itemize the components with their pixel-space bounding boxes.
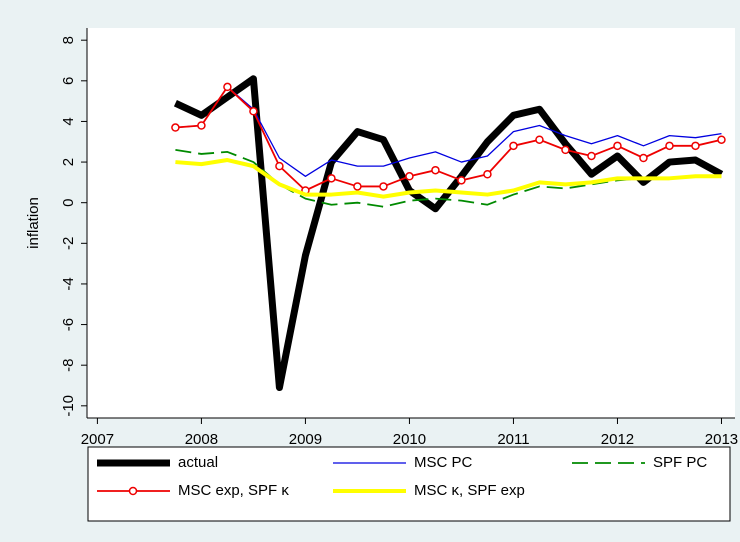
y-tick-label: 8 <box>60 36 77 44</box>
x-tick-label: 2011 <box>497 431 529 448</box>
series-marker <box>483 170 492 179</box>
legend-box <box>87 446 731 522</box>
series-line <box>175 86 722 177</box>
x-tick-label: 2007 <box>81 431 114 448</box>
legend-label: SPF PC <box>653 454 707 471</box>
series-marker <box>405 172 414 181</box>
y-tick-label: 0 <box>60 199 77 207</box>
series-line <box>175 158 722 199</box>
x-tick-label: 2013 <box>705 431 738 448</box>
series-marker <box>509 141 518 151</box>
series-marker <box>353 182 362 191</box>
legend-label: actual <box>178 454 218 471</box>
series-marker <box>665 141 674 151</box>
y-tick-label: -6 <box>60 318 77 331</box>
legend-label: MSC PC <box>414 454 473 471</box>
series-marker <box>197 121 206 130</box>
y-axis-label: inflation <box>25 197 42 249</box>
series-marker <box>223 82 232 92</box>
series-marker <box>639 153 648 163</box>
series-marker <box>691 141 700 151</box>
y-tick-label: -10 <box>60 395 77 417</box>
y-tick-label: 2 <box>60 158 77 166</box>
y-tick-label: -2 <box>60 237 77 250</box>
series-marker <box>379 182 388 191</box>
y-tick-label: -8 <box>60 359 77 372</box>
x-tick-label: 2009 <box>289 431 322 448</box>
y-tick-label: -4 <box>60 277 77 290</box>
legend-label: MSC exp, SPF κ <box>178 482 289 499</box>
legend-marker <box>128 486 138 496</box>
x-tick-label: 2012 <box>601 431 634 448</box>
series-marker <box>171 123 180 132</box>
y-tick-label: 4 <box>60 117 77 125</box>
y-tick-label: 6 <box>60 77 77 85</box>
legend-label: MSC κ, SPF exp <box>414 482 525 499</box>
series-marker <box>457 176 466 185</box>
series-marker <box>717 135 726 144</box>
series-marker <box>561 145 570 155</box>
x-tick-label: 2010 <box>393 431 426 448</box>
x-tick-label: 2008 <box>185 431 218 448</box>
series-marker <box>249 107 258 116</box>
plot-area <box>87 28 735 418</box>
series-marker <box>587 151 596 161</box>
series-marker <box>431 165 440 175</box>
series-marker <box>535 135 544 144</box>
series-marker <box>275 161 284 171</box>
series-line <box>175 86 722 192</box>
series-marker <box>613 141 622 151</box>
series-marker <box>327 174 336 183</box>
